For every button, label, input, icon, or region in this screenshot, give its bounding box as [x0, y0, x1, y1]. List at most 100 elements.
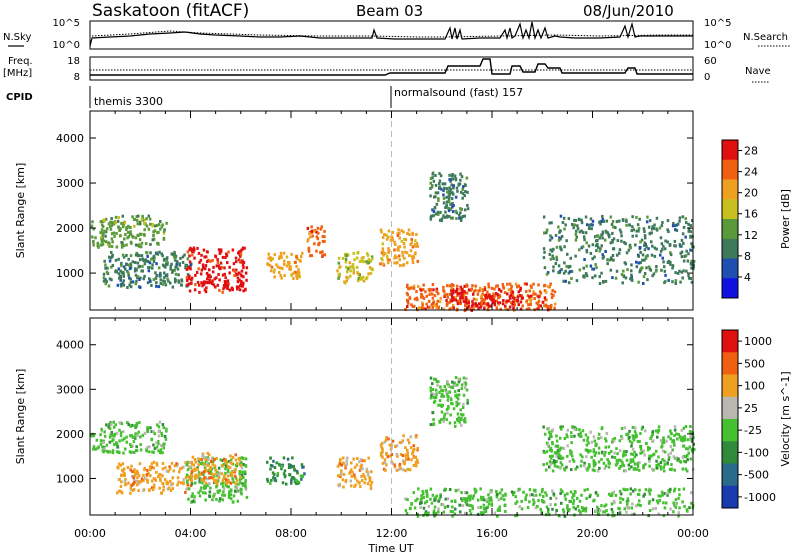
echo-cell	[211, 498, 214, 502]
echo-cell	[387, 229, 391, 233]
echo-cell	[157, 285, 161, 289]
echo-cell	[193, 248, 196, 252]
echo-cell	[158, 250, 161, 254]
echo-cell	[690, 280, 694, 284]
echo-cell	[537, 299, 541, 303]
echo-cell	[659, 494, 662, 498]
echo-cell	[429, 423, 433, 427]
echo-cell	[402, 434, 405, 438]
echo-cell	[477, 306, 480, 310]
echo-cell	[596, 493, 600, 497]
echo-cell	[655, 459, 658, 463]
echo-cell	[447, 406, 450, 410]
echo-cell	[391, 230, 395, 234]
echo-cell	[116, 283, 120, 287]
echo-cell	[431, 411, 435, 415]
echo-cell	[393, 261, 396, 265]
echo-cell	[286, 457, 290, 461]
echo-cell	[661, 256, 664, 260]
echo-cell	[682, 269, 685, 273]
echo-cell	[434, 396, 438, 399]
echo-cell	[611, 440, 614, 444]
echo-cell	[126, 226, 129, 230]
echo-cell	[119, 227, 122, 231]
echo-cell	[542, 463, 545, 467]
echo-cell	[556, 444, 560, 448]
echo-cell	[406, 498, 409, 502]
echo-cell	[673, 425, 677, 429]
echo-cell	[493, 511, 497, 515]
echo-cell	[450, 177, 453, 181]
echo-cell	[663, 265, 666, 269]
echo-cell	[671, 264, 675, 268]
echo-cell	[171, 487, 174, 491]
echo-cell	[179, 256, 182, 260]
echo-cell	[545, 450, 549, 454]
echo-cell	[562, 216, 566, 220]
echo-cell	[92, 445, 96, 449]
echo-cell	[367, 261, 371, 265]
echo-cell	[162, 488, 165, 492]
echo-cell	[441, 389, 445, 393]
echo-cell	[471, 284, 474, 288]
echo-cell	[489, 490, 493, 494]
echo-cell	[574, 254, 577, 258]
echo-cell	[657, 494, 660, 498]
echo-cell	[589, 223, 593, 227]
echo-cell	[298, 271, 301, 275]
echo-cell	[438, 420, 442, 424]
echo-cell	[610, 507, 614, 511]
echo-cell	[241, 482, 244, 486]
freq-unit: [MHz]	[3, 68, 32, 79]
echo-cell	[191, 468, 194, 472]
echo-cell	[599, 222, 602, 226]
echo-cell	[450, 183, 453, 187]
echo-cell	[570, 441, 573, 445]
echo-cell	[673, 503, 676, 507]
echo-cell	[201, 452, 205, 456]
echo-cell	[223, 285, 227, 289]
echo-cell	[444, 487, 447, 491]
echo-cell	[556, 448, 560, 452]
echo-cell	[229, 471, 233, 475]
echo-cell	[587, 227, 591, 230]
echo-cell	[174, 278, 177, 282]
echo-cell	[175, 262, 178, 266]
echo-cell	[573, 427, 576, 431]
colorbar-tick-label: -25	[744, 424, 762, 437]
echo-cell	[127, 481, 130, 485]
echo-cell	[572, 459, 576, 463]
echo-cell	[153, 447, 157, 450]
echo-cell	[437, 198, 440, 202]
echo-cell	[549, 307, 552, 311]
echo-cell	[587, 244, 591, 248]
echo-cell	[405, 251, 409, 255]
echo-cell	[566, 444, 569, 448]
echo-cell	[629, 458, 633, 462]
echo-cell	[543, 451, 546, 454]
echo-cell	[571, 458, 575, 462]
echo-cell	[683, 254, 686, 258]
echo-cell	[399, 452, 403, 456]
echo-cell	[224, 256, 227, 259]
echo-cell	[295, 255, 298, 259]
echo-cell	[434, 183, 438, 187]
echo-cell	[159, 448, 163, 452]
echo-cell	[397, 254, 401, 258]
echo-cell	[574, 507, 577, 511]
echo-cell	[598, 466, 601, 470]
echo-cell	[172, 255, 176, 259]
echo-cell	[381, 258, 384, 262]
echo-cell	[236, 499, 240, 503]
echo-cell	[671, 448, 674, 452]
echo-cell	[445, 205, 449, 209]
echo-cell	[662, 469, 666, 473]
echo-cell	[687, 438, 690, 442]
echo-cell	[493, 303, 497, 307]
echo-cell	[436, 191, 440, 195]
echo-cell	[456, 294, 459, 297]
echo-cell	[286, 260, 290, 264]
echo-cell	[559, 425, 562, 429]
echo-cell	[128, 267, 132, 271]
echo-cell	[143, 432, 147, 435]
